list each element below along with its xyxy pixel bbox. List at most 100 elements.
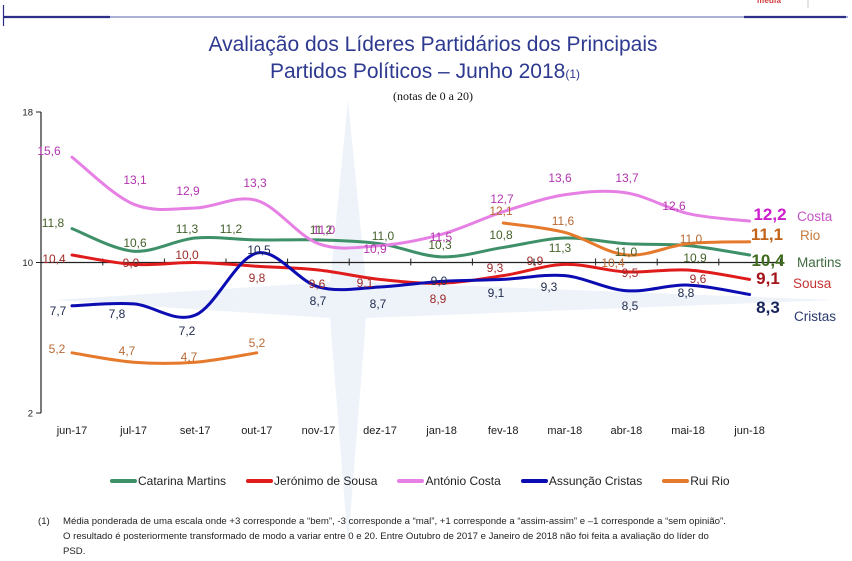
data-label: 10,4 xyxy=(42,252,66,266)
x-tick-label: jun-18 xyxy=(733,425,765,437)
x-tick-label: dez-17 xyxy=(363,425,397,437)
data-labels: 11,810,611,3 11,2 11,2 11,010,310,811,3 11,0… xyxy=(37,144,707,364)
data-label: 9,1 xyxy=(357,276,374,290)
data-label: 4,7 xyxy=(119,344,136,358)
data-label: 10,6 xyxy=(123,236,147,250)
data-label: 13,7 xyxy=(615,171,639,185)
data-label: 15,6 xyxy=(37,144,61,158)
data-label: 9,5 xyxy=(622,266,639,280)
data-label: 11,0 xyxy=(680,232,703,246)
data-label: 9,6 xyxy=(309,277,326,291)
end-name-label: Costa xyxy=(797,209,833,224)
data-label: 11,3 xyxy=(176,222,199,236)
data-label: 9,0 xyxy=(431,274,448,288)
series-line-assuncao-cristas xyxy=(70,251,752,319)
legend-swatch xyxy=(662,479,690,483)
logo-text: media xyxy=(757,0,782,5)
data-label: 12,6 xyxy=(662,199,686,213)
end-value-label: 10,4 xyxy=(751,251,785,270)
data-label: 11,6 xyxy=(552,214,575,228)
data-label: 11,3 xyxy=(549,241,572,255)
series-line-rui-rio xyxy=(501,221,752,257)
legend-item-assuncao-cristas: Assunção Cristas xyxy=(520,474,643,488)
footnote-line: Média ponderada de uma escala onde +3 co… xyxy=(63,516,726,527)
legend-label: Rui Rio xyxy=(690,474,730,488)
series-line-jeronimo-de-sousa xyxy=(70,253,752,285)
data-label: 10,4 xyxy=(601,256,625,270)
y-tick-label: 18 xyxy=(22,108,33,119)
data-label: 10,9 xyxy=(683,251,707,265)
data-label: 11,8 xyxy=(42,216,65,230)
end-value-label: 9,1 xyxy=(756,269,780,288)
series-line-antonio-costa xyxy=(70,155,752,250)
data-label: 13,3 xyxy=(243,176,267,190)
data-label: 7,8 xyxy=(109,307,126,321)
data-label: 10,3 xyxy=(428,238,452,252)
chart-subtitle: (notas de 0 a 20) xyxy=(393,89,473,103)
data-label: 5,2 xyxy=(49,342,66,356)
data-label: 5,2 xyxy=(249,336,266,350)
x-tick-label: mai-18 xyxy=(671,425,705,437)
data-label: 10,0 xyxy=(175,248,199,262)
data-label: 9,8 xyxy=(249,271,266,285)
data-label: 11,2 xyxy=(310,223,333,237)
data-label: 9,9 xyxy=(123,256,140,270)
data-label: 9,9 xyxy=(527,254,544,268)
x-tick-label: jul-17 xyxy=(119,425,147,437)
series-line-rui-rio xyxy=(70,351,259,365)
series-lines xyxy=(70,155,752,365)
legend-item-catarina-martins: Catarina Martins xyxy=(110,474,226,488)
legend-label: António Costa xyxy=(425,474,501,488)
end-value-label: 11,1 xyxy=(751,225,783,244)
legend-swatch xyxy=(397,479,425,483)
data-label: 8,8 xyxy=(678,286,695,300)
data-label: 4,7 xyxy=(181,350,198,364)
data-label: 10,5 xyxy=(247,243,271,257)
data-label: 8,5 xyxy=(622,299,639,313)
y-tick-label: 10 xyxy=(22,258,33,269)
chart-title-line-2: Partidos Políticos – Junho 2018(1) xyxy=(0,59,852,87)
data-label: 7,7 xyxy=(50,304,67,318)
x-tick-label: mar-18 xyxy=(547,425,582,437)
x-tick-label: nov-17 xyxy=(302,425,336,437)
axes: 2 10 18 jun-17 jul-17 set-17 out-17 nov-17 dez-1… xyxy=(22,108,781,437)
data-label: 13,1 xyxy=(123,173,147,187)
x-tick-label: set-17 xyxy=(180,425,211,437)
data-label: 12,9 xyxy=(176,184,200,198)
legend-swatch xyxy=(246,479,274,483)
data-label: 12,7 xyxy=(490,192,514,206)
legend-label: Jerónimo de Sousa xyxy=(274,474,378,488)
legend-label: Catarina Martins xyxy=(138,474,227,488)
data-label: 8,7 xyxy=(370,297,387,311)
x-tick-label: jan-18 xyxy=(425,425,457,437)
legend-item-antonio-costa: António Costa xyxy=(397,474,501,488)
data-label: 8,9 xyxy=(430,292,447,306)
data-label: 9,6 xyxy=(690,272,707,286)
data-label: 10,9 xyxy=(363,242,387,256)
title-footnote-marker: (1) xyxy=(565,67,581,81)
data-label: 8,7 xyxy=(310,294,327,308)
data-label: 9,1 xyxy=(488,286,505,300)
data-label: 11,2 xyxy=(220,222,243,236)
data-label: 11,0 xyxy=(615,245,638,259)
x-tick-label: abr-18 xyxy=(611,425,643,437)
y-tick-label: 2 xyxy=(28,409,33,420)
data-label: 9,3 xyxy=(487,261,504,275)
legend-item-jeronimo-de-sousa: Jerónimo de Sousa xyxy=(246,474,377,488)
end-name-label: Cristas xyxy=(794,309,836,324)
legend-label: Assunção Cristas xyxy=(548,474,643,488)
end-name-label: Martins xyxy=(797,255,842,270)
x-tick-label: fev-18 xyxy=(488,425,519,437)
end-name-label: Sousa xyxy=(793,276,832,291)
data-label: 13,6 xyxy=(548,171,572,185)
end-labels: 10,4 Martins 9,1 Sousa 12,2 Costa 8,3 Cristas 11… xyxy=(751,205,842,324)
legend-item-rui-rio: Rui Rio xyxy=(662,474,730,488)
chart-title-line-2-text: Partidos Políticos – Junho 2018 xyxy=(269,60,566,83)
end-value-label: 8,3 xyxy=(756,298,780,317)
series-line-catarina-martins xyxy=(70,227,752,259)
data-label: 7,2 xyxy=(179,324,196,338)
data-label: 9,3 xyxy=(541,280,558,294)
end-name-label: Rio xyxy=(800,228,820,243)
data-label: 11,0 xyxy=(372,229,395,243)
